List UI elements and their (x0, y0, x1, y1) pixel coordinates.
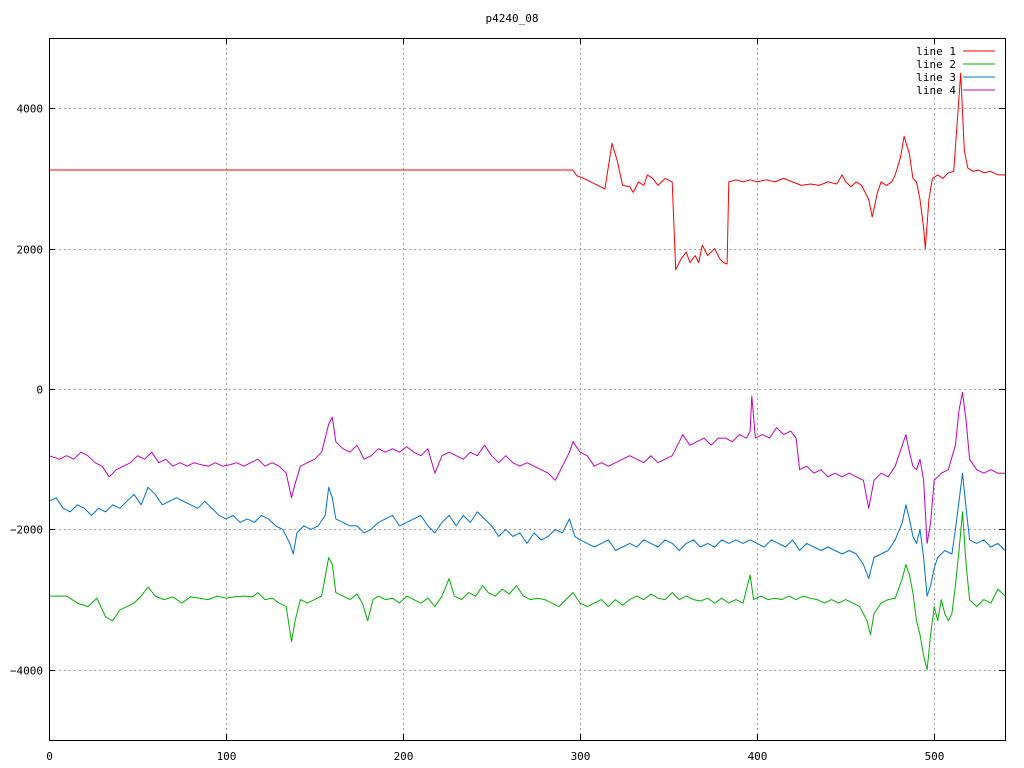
grid-lines (49, 38, 1005, 740)
x-tick-label: 400 (748, 750, 768, 763)
series-line-2 (49, 511, 1006, 671)
legend-label: line 1 (916, 45, 956, 58)
x-tick-label: 200 (394, 750, 414, 763)
y-tick-label: −4000 (10, 665, 43, 678)
x-tick-label: 300 (571, 750, 591, 763)
axis-ticks: 0 100 200 300 400 500 −4000 −2000 0 2000 4000 (10, 38, 1005, 763)
y-tick-label: −2000 (10, 524, 43, 537)
series-line-3 (48, 472, 1006, 597)
legend-label: line 4 (916, 84, 956, 97)
series-line-4 (48, 392, 1005, 544)
x-tick-label: 0 (46, 750, 53, 763)
chart-title: p4240_08 (486, 12, 539, 25)
y-tick-label: 2000 (17, 244, 44, 257)
x-tick-label: 100 (217, 750, 237, 763)
series-lines (48, 72, 1006, 671)
legend-label: line 2 (916, 58, 956, 71)
legend-label: line 3 (916, 71, 956, 84)
y-tick-label: 4000 (17, 103, 44, 116)
x-tick-label: 500 (925, 750, 945, 763)
y-tick-label: 0 (36, 384, 43, 397)
series-line-1 (49, 72, 1005, 271)
